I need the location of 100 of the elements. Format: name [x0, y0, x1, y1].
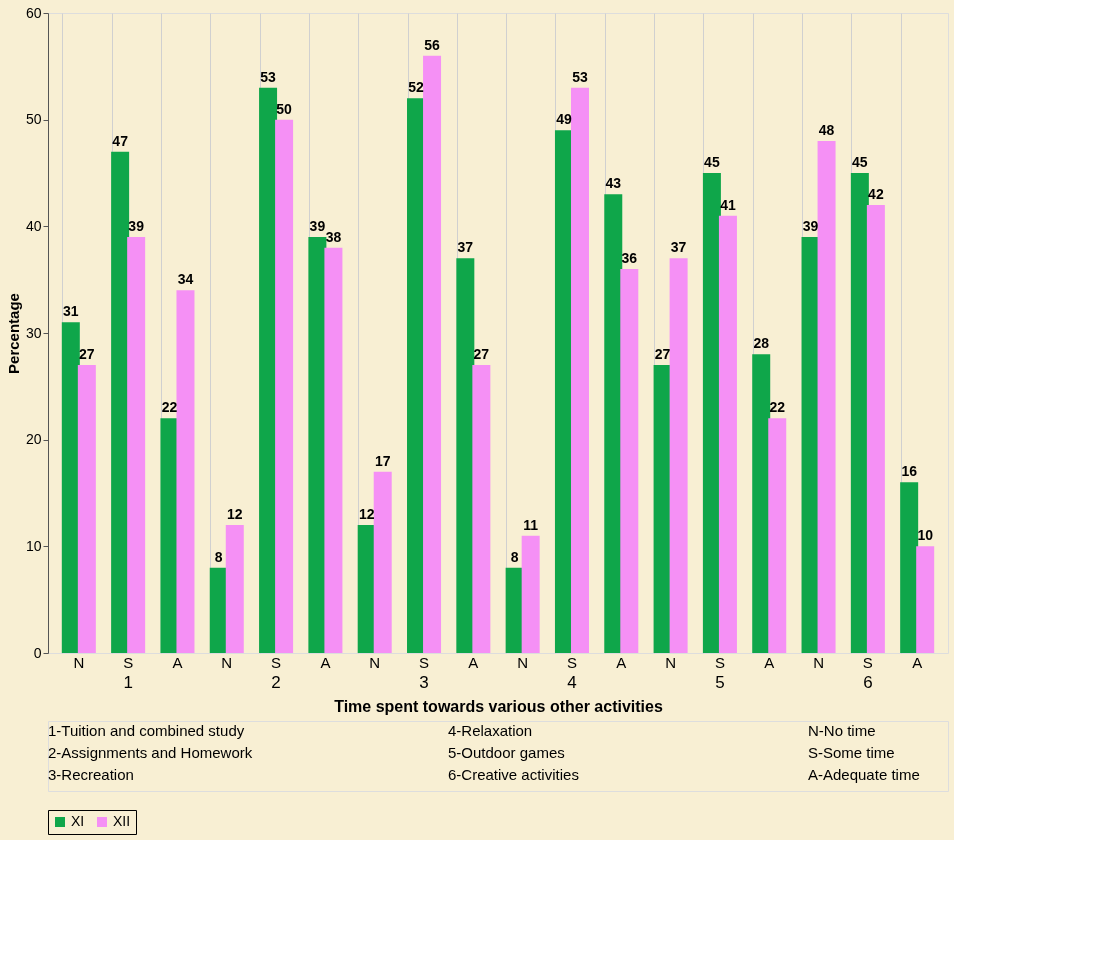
- data-label: 16: [901, 463, 918, 480]
- data-label: 49: [556, 111, 572, 128]
- x-tick-label: S: [566, 653, 577, 671]
- bar: [324, 247, 343, 653]
- bar: [176, 290, 195, 653]
- data-label: 39: [309, 218, 326, 234]
- data-label: 50: [276, 100, 293, 117]
- x-tick-label: S: [862, 653, 873, 671]
- bar: [423, 55, 442, 653]
- text: 5: [715, 673, 725, 692]
- bar: [77, 365, 96, 653]
- bar: [456, 258, 475, 653]
- x-tick-label: A: [468, 653, 479, 671]
- text: 5-Outdoor games: [448, 744, 565, 761]
- x-tick-label: S: [714, 653, 725, 671]
- data-label: 53: [260, 68, 277, 85]
- data-label: 38: [325, 228, 342, 245]
- x-tick-label: A: [320, 653, 331, 671]
- bar: [127, 237, 146, 653]
- y-tick-label: 50: [25, 111, 42, 128]
- bar: [604, 194, 623, 653]
- x-tick-label: N: [73, 653, 85, 671]
- data-label: 10: [917, 527, 934, 544]
- data-label: 22: [769, 399, 786, 416]
- data-label: 52: [408, 79, 425, 96]
- data-label: 43: [605, 175, 622, 192]
- text: 1-Tuition and combined study: [48, 722, 245, 739]
- y-axis-title: Percentage: [4, 293, 22, 374]
- text: 1: [123, 673, 133, 692]
- legend-label: XI: [71, 813, 85, 829]
- x-tick-label: N: [369, 653, 381, 671]
- text: 2: [271, 673, 281, 692]
- data-label: 11: [523, 516, 539, 533]
- data-label: 37: [457, 239, 474, 256]
- text: 2-Assignments and Homework: [48, 744, 253, 761]
- bar: [521, 535, 540, 653]
- legend-label: XII: [113, 813, 131, 829]
- data-label: 12: [226, 506, 243, 522]
- bar: [570, 87, 589, 653]
- y-tick-label: 30: [25, 324, 42, 341]
- data-label: 47: [112, 132, 129, 149]
- bar: [275, 119, 294, 653]
- text: N-No time: [808, 722, 876, 739]
- y-tick-label: 60: [25, 4, 42, 21]
- text: 6-Creative activities: [448, 766, 579, 783]
- data-label: 56: [424, 36, 441, 53]
- bar: [916, 546, 935, 653]
- data-label: 27: [473, 346, 490, 362]
- data-label: 36: [621, 250, 638, 266]
- y-tick-label: 20: [25, 431, 42, 448]
- data-label: 45: [704, 154, 720, 170]
- bar: [718, 215, 737, 653]
- data-label: 12: [358, 506, 375, 522]
- data-label: 8: [510, 548, 519, 565]
- text: S-Some time: [808, 744, 895, 761]
- bar: [111, 151, 130, 653]
- bar: [669, 258, 688, 653]
- y-tick-label: 40: [25, 217, 42, 234]
- x-axis-title: Time spent towards various other activities: [334, 697, 663, 715]
- x-tick-label: N: [517, 653, 529, 671]
- bar: [702, 173, 721, 653]
- data-label: 53: [572, 68, 588, 85]
- bar: [866, 205, 885, 653]
- bar: [472, 365, 491, 653]
- text: 4: [567, 673, 577, 692]
- bar: [900, 482, 919, 653]
- data-label: 8: [214, 548, 223, 565]
- bar: [768, 418, 787, 653]
- x-tick-label: S: [419, 653, 430, 671]
- bar: [620, 269, 639, 653]
- data-label: 39: [802, 218, 819, 234]
- data-label: 45: [852, 154, 868, 170]
- data-label: 27: [654, 346, 671, 362]
- x-tick-label: A: [764, 653, 775, 671]
- bar: [373, 471, 392, 653]
- data-label: 28: [753, 335, 770, 352]
- text: 6: [863, 673, 873, 692]
- y-tick-label: 0: [33, 644, 42, 661]
- data-label: 34: [177, 271, 194, 288]
- data-label: 37: [670, 239, 687, 256]
- bar: [752, 354, 771, 653]
- text: 3: [419, 673, 429, 692]
- x-tick-label: A: [172, 653, 183, 671]
- text: 4-Relaxation: [448, 722, 533, 739]
- x-tick-label: A: [912, 653, 923, 671]
- x-tick-label: N: [813, 653, 824, 671]
- y-tick-label: 10: [25, 537, 42, 554]
- data-label: 17: [374, 452, 391, 469]
- x-tick-label: S: [123, 653, 134, 671]
- x-tick-label: A: [616, 653, 627, 671]
- bar: [225, 525, 244, 653]
- x-tick-label: N: [221, 653, 233, 671]
- text: 3-Recreation: [48, 766, 134, 783]
- x-tick-label: S: [271, 653, 282, 671]
- bar: [61, 322, 80, 653]
- data-label: 48: [818, 122, 835, 138]
- bar: [817, 141, 836, 653]
- data-label: 31: [63, 303, 79, 320]
- text: A-Adequate time: [808, 766, 920, 783]
- data-label: 22: [161, 399, 178, 416]
